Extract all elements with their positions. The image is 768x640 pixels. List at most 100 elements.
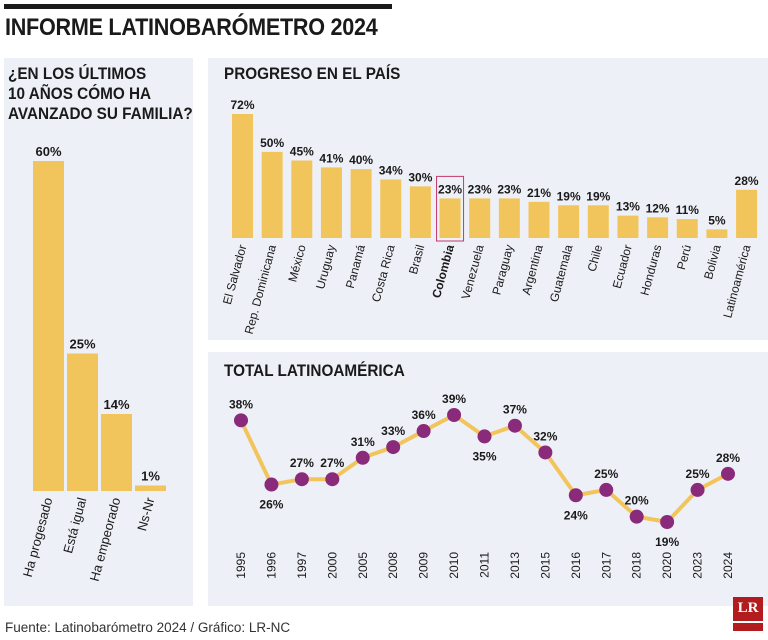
latam-point-2010 bbox=[447, 408, 462, 422]
latam-value-label-2020: 19% bbox=[655, 535, 679, 549]
country-category-label-bolivia: Bolivia bbox=[701, 243, 724, 281]
country-value-label-venezuela: 23% bbox=[468, 182, 492, 196]
latam-year-label-2000: 2000 bbox=[325, 552, 339, 579]
country-bar-guatemala bbox=[558, 205, 580, 238]
latam-year-label-2023: 2023 bbox=[691, 552, 705, 579]
latam-point-2008 bbox=[386, 440, 401, 455]
family-category-label-ha-empeorado: Ha empeorado bbox=[87, 496, 124, 583]
country-category-label-panama: Panamá bbox=[343, 243, 368, 290]
latam-year-label-2024: 2024 bbox=[721, 552, 735, 579]
latam-value-label-2010: 39% bbox=[442, 392, 466, 406]
latam-value-label-1995: 38% bbox=[229, 397, 253, 411]
latam-year-label-2016: 2016 bbox=[569, 552, 583, 579]
latam-value-label-2009: 36% bbox=[412, 408, 436, 422]
country-category-label-costa-rica: Costa Rica bbox=[369, 243, 398, 304]
latam-point-2020 bbox=[660, 515, 675, 529]
latam-year-label-2018: 2018 bbox=[630, 552, 644, 579]
latam-year-label-1997: 1997 bbox=[295, 552, 309, 579]
country-value-label-panama: 40% bbox=[349, 153, 373, 167]
country-bar-peru bbox=[676, 219, 698, 238]
latam-point-2024 bbox=[721, 466, 735, 481]
country-value-label-latinoamerica: 28% bbox=[735, 174, 759, 188]
country-bar-chile bbox=[587, 205, 609, 238]
country-value-label-paraguay: 23% bbox=[497, 182, 521, 196]
country-value-label-el-salvador: 72% bbox=[230, 98, 254, 112]
latam-value-label-1997: 27% bbox=[290, 456, 314, 470]
country-category-label-ecuador: Ecuador bbox=[610, 243, 635, 290]
country-category-label-venezuela: Venezuela bbox=[459, 243, 487, 301]
country-bar-paraguay bbox=[498, 198, 520, 238]
family-category-label-ha-progesado: Ha progesado bbox=[20, 496, 56, 579]
country-value-label-guatemala: 19% bbox=[557, 189, 581, 203]
country-progress-title: PROGRESO EN EL PAÍS bbox=[224, 64, 401, 83]
country-category-label-brasil: Brasil bbox=[406, 243, 427, 276]
latam-total-chart: 38% 1995 26% 1996 27% 1997 27% 2000 31% 2005 33% 20… bbox=[229, 392, 740, 579]
latam-year-label-2011: 2011 bbox=[478, 552, 492, 578]
country-bar-latinoamerica bbox=[736, 189, 758, 238]
latam-year-label-2020: 2020 bbox=[660, 552, 674, 579]
latam-value-label-2017: 25% bbox=[594, 467, 618, 481]
latam-point-2009 bbox=[416, 424, 431, 439]
latam-value-label-2018: 20% bbox=[625, 494, 649, 508]
latam-point-2018 bbox=[629, 509, 644, 524]
latam-value-label-2024: 28% bbox=[716, 451, 740, 465]
family-value-label-esta-igual: 25% bbox=[69, 337, 95, 352]
country-bar-honduras bbox=[647, 217, 669, 238]
family-bar-ns-nr bbox=[135, 485, 166, 491]
latam-total-title: TOTAL LATINOAMÉRICA bbox=[224, 361, 405, 380]
country-bar-brasil bbox=[409, 186, 431, 238]
country-bar-mexico bbox=[291, 160, 313, 238]
latam-year-label-2009: 2009 bbox=[417, 552, 431, 579]
family-progress-title-line-2: 10 AÑOS CÓMO HA bbox=[8, 84, 152, 103]
country-bar-colombia bbox=[439, 198, 461, 238]
lr-logo: LR bbox=[733, 597, 763, 631]
country-category-label-honduras: Honduras bbox=[638, 243, 665, 297]
family-progress-title-line-3: AVANZADO SU FAMILIA? bbox=[8, 104, 193, 123]
family-value-label-ns-nr: 1% bbox=[141, 469, 160, 484]
country-value-label-brasil: 30% bbox=[408, 170, 432, 184]
country-value-label-peru: 11% bbox=[676, 203, 700, 217]
lr-logo-stripe bbox=[733, 621, 763, 623]
page-title: INFORME LATINOBARÓMETRO 2024 bbox=[5, 14, 378, 41]
country-bar-rep-dominicana bbox=[261, 151, 283, 238]
latam-value-label-2000: 27% bbox=[320, 456, 344, 470]
country-bar-el-salvador bbox=[232, 114, 253, 238]
country-progress-panel: PROGRESO EN EL PAÍS 72% El Salvador 50% Rep… bbox=[208, 58, 768, 340]
family-value-label-ha-empeorado: 14% bbox=[103, 397, 129, 412]
country-progress-chart: 72% El Salvador 50% Rep. Dominicana 45% Méxic… bbox=[220, 98, 759, 336]
country-value-label-honduras: 12% bbox=[646, 201, 670, 215]
country-bar-argentina bbox=[528, 201, 550, 238]
lr-logo-text: LR bbox=[737, 600, 759, 616]
country-category-label-mexico: México bbox=[285, 243, 308, 284]
country-bar-ecuador bbox=[617, 215, 639, 238]
country-value-label-ecuador: 13% bbox=[616, 200, 640, 214]
country-category-label-colombia: Colombia bbox=[429, 243, 457, 300]
country-category-label-uruguay: Uruguay bbox=[313, 243, 338, 290]
family-progress-title: ¿EN LOS ÚLTIMOS 10 AÑOS CÓMO HA AVANZADO… bbox=[8, 64, 193, 124]
latam-value-label-2013: 37% bbox=[503, 403, 527, 417]
source-note: Fuente: Latinobarómetro 2024 / Gráfico: … bbox=[5, 620, 291, 635]
country-value-label-costa-rica: 34% bbox=[379, 163, 403, 177]
family-progress-panel: ¿EN LOS ÚLTIMOS 10 AÑOS CÓMO HA AVANZADO… bbox=[4, 58, 193, 606]
country-category-label-peru: Perú bbox=[674, 243, 694, 271]
latam-point-2011 bbox=[477, 429, 492, 444]
family-category-label-ns-nr: Ns-Nr bbox=[134, 495, 157, 532]
country-category-label-guatemala: Guatemala bbox=[547, 243, 576, 304]
latam-value-label-2023: 25% bbox=[686, 467, 710, 481]
country-value-label-chile: 19% bbox=[586, 189, 610, 203]
country-bar-costa-rica bbox=[380, 179, 402, 238]
latam-total-panel: TOTAL LATINOAMÉRICA 38% 1995 26% 1996 27% 199… bbox=[208, 352, 768, 606]
family-bar-esta-igual bbox=[67, 353, 98, 491]
latam-year-label-1996: 1996 bbox=[264, 552, 278, 579]
country-category-label-rep-dominicana: Rep. Dominicana bbox=[242, 243, 279, 336]
latam-value-label-2008: 33% bbox=[381, 424, 405, 438]
country-value-label-argentina: 21% bbox=[527, 186, 551, 200]
latam-point-2000 bbox=[325, 472, 340, 487]
country-value-label-mexico: 45% bbox=[290, 145, 314, 159]
latam-point-2023 bbox=[690, 482, 705, 497]
latam-year-label-2005: 2005 bbox=[356, 552, 370, 579]
country-category-label-latinoamerica: Latinoamérica bbox=[720, 243, 753, 320]
latam-year-label-2015: 2015 bbox=[538, 552, 552, 579]
latam-year-label-1995: 1995 bbox=[234, 552, 248, 579]
family-category-label-esta-igual: Está igual bbox=[60, 496, 89, 555]
